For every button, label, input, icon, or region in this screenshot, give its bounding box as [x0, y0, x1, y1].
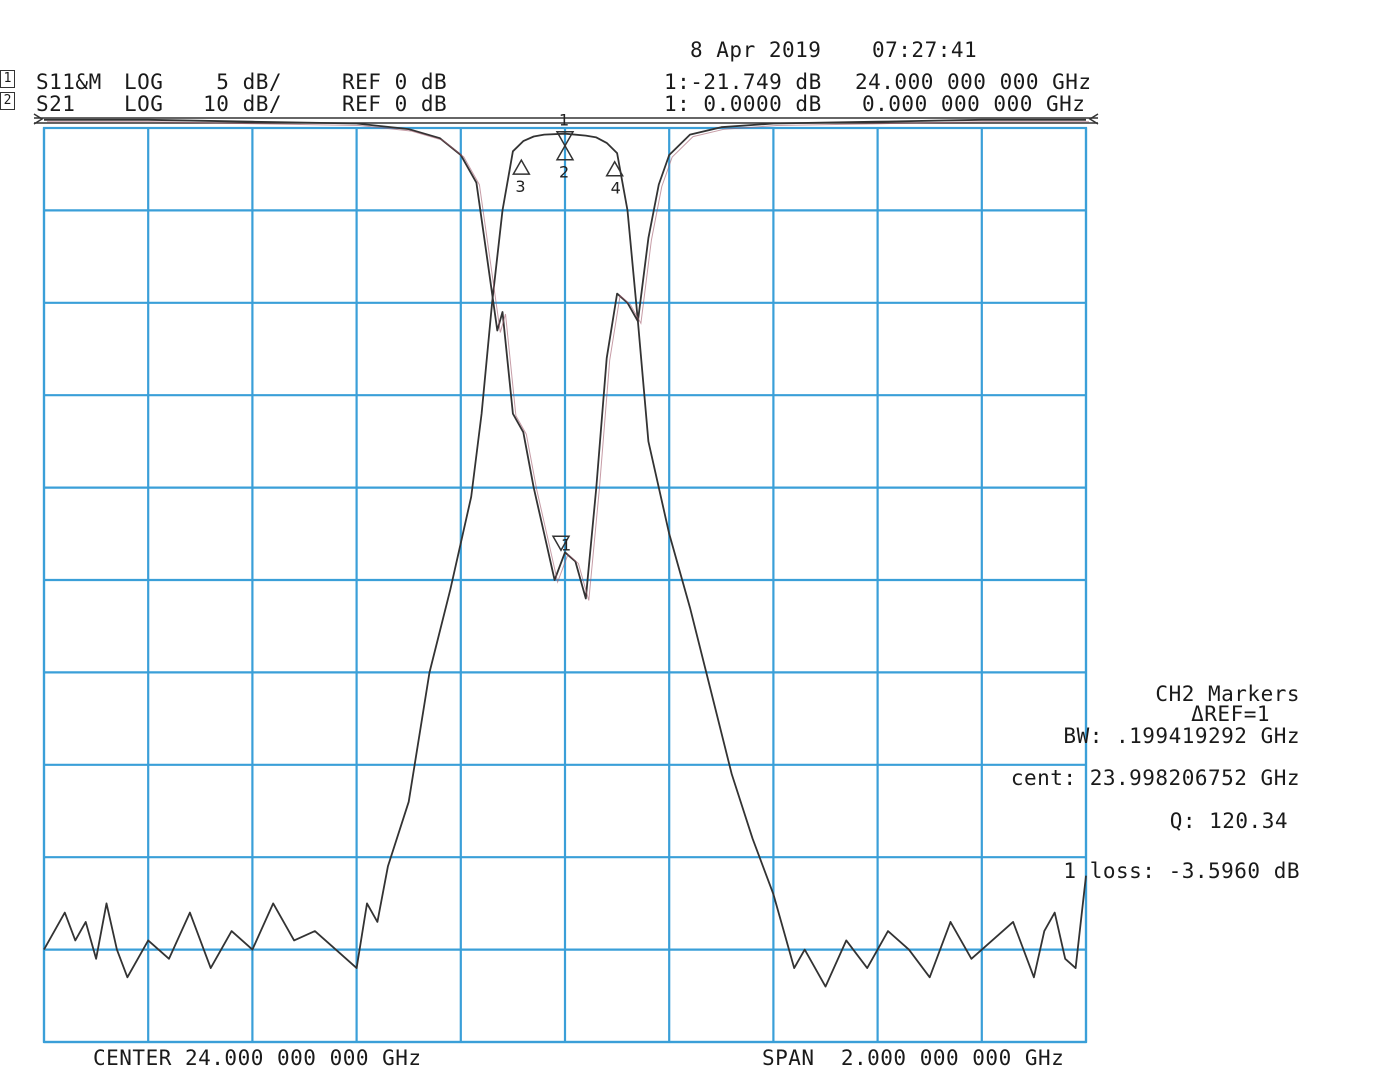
marker-1-s21-triangle: [555, 130, 575, 148]
trace-layer: [43, 118, 1089, 988]
channel-1-param: S11&M: [36, 70, 102, 94]
center-frequency-label: CENTER 24.000 000 000 GHz: [93, 1046, 422, 1070]
markers-panel-bandwidth: BW: .199419292 GHz: [1063, 724, 1300, 748]
channel-2-format: LOG: [124, 92, 164, 116]
channel-1-ref: REF 0 dB: [342, 70, 448, 94]
ref-arrow-left: [33, 113, 44, 125]
marker-1-s21: 1: [555, 111, 575, 148]
marker-4-s21: 4: [605, 160, 624, 198]
marker-3-s21-label: 3: [515, 177, 525, 196]
marker-1-s11: 1: [551, 535, 571, 554]
time-label: 07:27:41: [872, 38, 978, 62]
marker-4-s21-label: 4: [611, 179, 621, 198]
marker-1-s21-label: 1: [559, 111, 569, 130]
date-label: 8 Apr 2019: [690, 38, 822, 62]
marker-3-s21-triangle: [512, 158, 531, 175]
grid-border: [42, 126, 1088, 1044]
marker-layer: 1 2 1 3 4: [512, 111, 624, 554]
trace-s11-memory: [47, 121, 1089, 601]
markers-panel-q: Q: 120.34: [1169, 809, 1288, 833]
trace-s21: [43, 132, 1087, 988]
channel-1-format: LOG: [124, 70, 164, 94]
marker-1-s11-triangle: [551, 535, 571, 552]
channel-2-scale: 10 dB/: [203, 92, 282, 116]
marker-3-s21: 3: [512, 158, 531, 196]
channel-1-marker-value: 1:-21.749 dB: [664, 70, 822, 94]
channel-2-box: 2: [0, 92, 15, 110]
channel-1-box: 1: [0, 70, 15, 88]
marker-2-s21-label: 2: [559, 163, 569, 182]
markers-panel-title: CH2 Markers: [1155, 682, 1300, 706]
span-label: SPAN 2.000 000 000 GHz: [762, 1046, 1065, 1070]
marker-2-s21-triangle: [555, 144, 575, 161]
marker-1-s11-label: 1: [561, 535, 571, 554]
channel-1-scale: 5 dB/: [216, 70, 282, 94]
marker-2-s21: 2: [555, 144, 575, 182]
markers-panel-ref: ΔREF=1: [1191, 702, 1270, 726]
plot-grid: [42, 126, 1088, 1044]
ref-arrow-right: [1088, 113, 1099, 125]
channel-2-marker-value: 1: 0.0000 dB: [664, 92, 822, 116]
markers-panel-center: cent: 23.998206752 GHz: [1010, 766, 1300, 790]
channel-2-marker-freq: 0.000 000 000 GHz: [862, 92, 1086, 116]
channel-2-param: S21: [36, 92, 76, 116]
marker-4-s21-triangle: [605, 160, 624, 177]
channel-1-marker-freq: 24.000 000 000 GHz: [855, 70, 1092, 94]
markers-panel-loss: 1 loss: -3.5960 dB: [1063, 859, 1300, 883]
channel-2-ref: REF 0 dB: [342, 92, 448, 116]
